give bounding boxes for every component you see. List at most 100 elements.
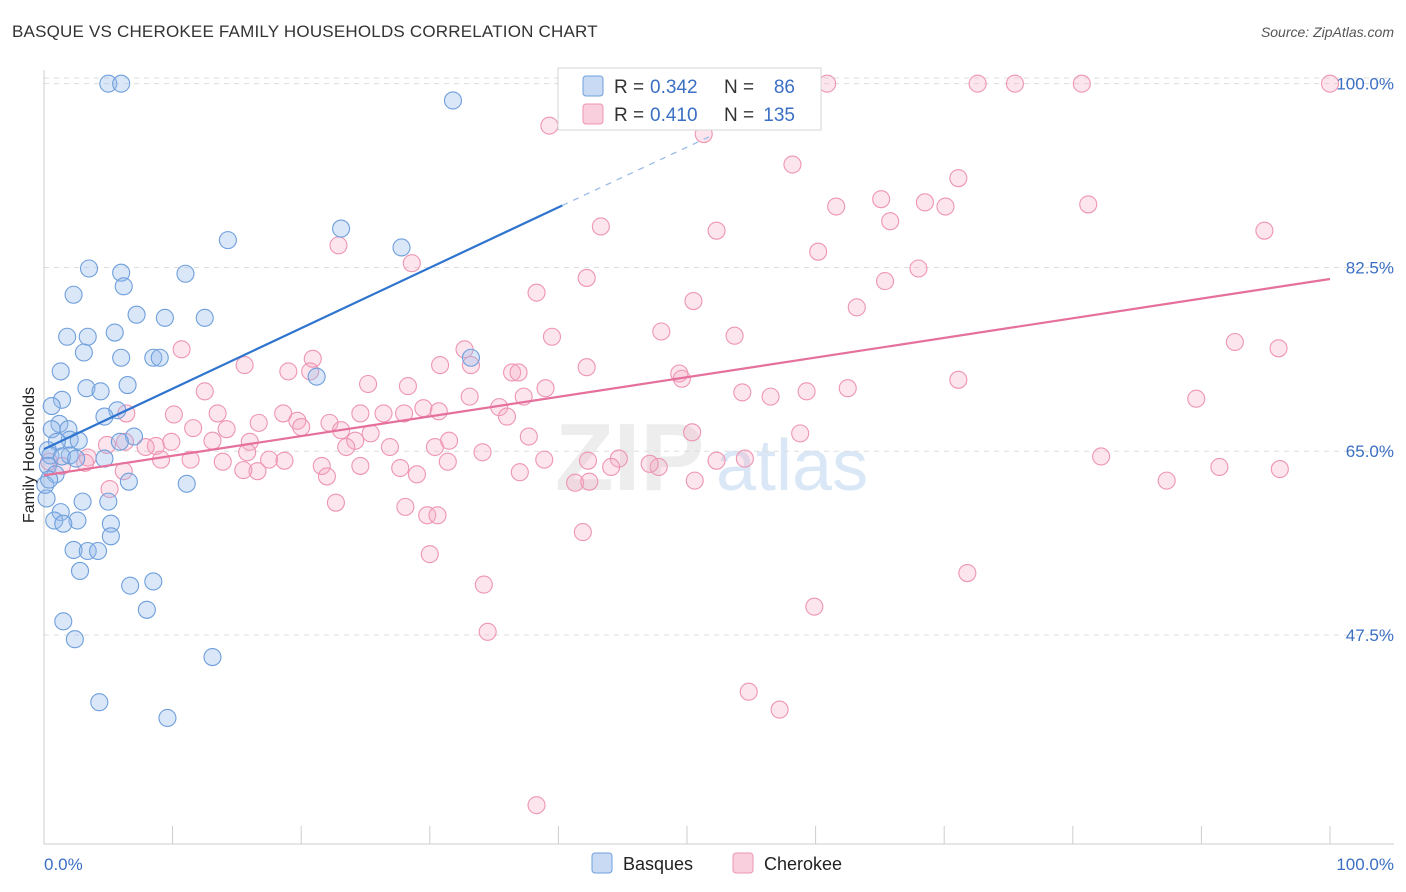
cherokee-trend-line	[43, 277, 1331, 477]
cherokee-point	[684, 291, 703, 311]
cherokee-point	[235, 356, 254, 375]
basque-point	[67, 449, 86, 468]
cherokee-point	[213, 452, 232, 471]
cherokee-point	[685, 471, 704, 490]
cherokee-point	[429, 402, 448, 421]
basque-point	[74, 343, 93, 362]
cherokee-point	[195, 382, 214, 401]
cherokee-point	[739, 682, 758, 701]
y-tick-labels: 47.5% 65.0% 82.5% 100.0%	[1336, 75, 1394, 645]
basque-point	[68, 511, 87, 530]
basque-trend-line	[43, 204, 563, 451]
cherokee-point	[259, 450, 279, 469]
basque-trend-extension	[561, 134, 713, 207]
cherokee-point	[770, 700, 789, 719]
cherokee-point	[872, 190, 891, 209]
x-tick-label-min: 0.0%	[44, 855, 83, 874]
basque-r-value: 0.342	[650, 77, 698, 98]
basque-point	[90, 693, 109, 712]
cherokee-point	[707, 451, 726, 470]
cherokee-point	[380, 437, 399, 457]
basque-point	[78, 327, 97, 346]
cherokee-point	[172, 340, 191, 359]
cherokee-point	[337, 437, 356, 457]
cherokee-point	[151, 450, 171, 469]
cherokee-point	[461, 356, 481, 375]
y-axis-label: Family Households	[21, 387, 38, 523]
cherokee-point	[208, 404, 227, 423]
basque-point	[37, 489, 56, 508]
basque-point	[177, 474, 196, 493]
basque-point	[392, 238, 411, 257]
basque-point	[51, 362, 70, 381]
basque-point	[112, 74, 131, 93]
basque-point	[101, 514, 120, 533]
cherokee-point	[968, 74, 987, 93]
cherokee-point	[478, 622, 497, 641]
cherokee-point	[418, 506, 437, 525]
y-tick-label: 100.0%	[1336, 75, 1394, 94]
cherokee-point	[317, 467, 336, 486]
watermark-zip: ZIP	[555, 404, 704, 511]
cherokee-point	[838, 379, 857, 398]
cherokee-point	[329, 236, 348, 255]
cherokee-point	[847, 298, 866, 317]
cherokee-point	[414, 399, 433, 418]
cherokee-point	[1225, 332, 1244, 352]
basque-point	[218, 231, 237, 250]
cherokee-point	[1157, 471, 1176, 490]
cherokee-point	[875, 272, 895, 291]
basque-point	[91, 382, 110, 401]
cherokee-point	[805, 597, 824, 616]
cherokee-point	[312, 456, 331, 475]
cherokee-r-label: R =	[614, 105, 644, 126]
cherokee-point	[1079, 195, 1098, 214]
basque-point	[137, 600, 156, 619]
cherokee-point	[326, 493, 345, 512]
basque-point	[70, 561, 90, 580]
cherokee-point	[949, 370, 968, 389]
chart-title: BASQUE VS CHEROKEE FAMILY HOUSEHOLDS COR…	[12, 22, 598, 41]
cherokee-point	[497, 407, 517, 426]
cherokee-point	[949, 169, 968, 188]
cherokee-point	[503, 363, 522, 382]
cherokee-point	[791, 424, 810, 443]
cherokee-point	[76, 453, 95, 472]
cherokee-point	[958, 563, 977, 583]
cherokee-point	[275, 451, 294, 470]
trend-lines	[43, 134, 1331, 477]
basque-point	[54, 612, 73, 631]
cherokee-point	[374, 404, 393, 423]
cherokee-n-label: N =	[724, 105, 754, 126]
watermark-atlas: atlas	[716, 426, 868, 506]
cherokee-point	[184, 419, 203, 438]
cherokee-point	[640, 454, 659, 473]
cherokee-point	[536, 379, 555, 398]
cherokee-point	[509, 363, 528, 382]
cherokee-point	[351, 456, 370, 475]
basque-point	[332, 219, 351, 238]
cherokee-point	[915, 193, 934, 212]
basque-point	[307, 367, 326, 386]
basque-point	[119, 472, 138, 491]
basque-point	[150, 348, 169, 367]
cherokee-point	[420, 545, 439, 564]
cherokee-point	[346, 431, 365, 450]
basque-point	[78, 541, 97, 561]
basque-point	[54, 514, 73, 533]
basque-r-label: R =	[614, 77, 644, 98]
y-tick-label: 65.0%	[1346, 442, 1394, 461]
cherokee-point	[115, 432, 135, 451]
basque-point	[203, 648, 222, 667]
cherokee-point	[1269, 339, 1288, 358]
basque-point	[64, 285, 83, 304]
cherokee-point	[827, 197, 846, 216]
basque-point	[64, 540, 83, 559]
basque-n-label: N =	[724, 77, 754, 98]
basque-point	[88, 541, 108, 561]
cherokee-point	[936, 197, 955, 216]
cherokee-point	[1320, 74, 1340, 93]
cherokee-point	[1210, 457, 1229, 477]
basque-point	[144, 572, 163, 591]
